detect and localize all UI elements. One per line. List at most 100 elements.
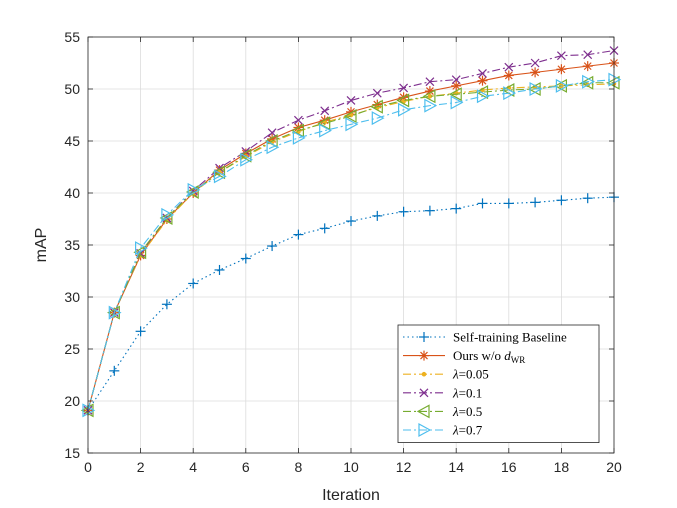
data-point	[451, 75, 461, 85]
data-point	[267, 241, 278, 252]
legend-marker	[419, 350, 429, 361]
x-tick-label: 20	[606, 459, 622, 475]
data-point	[213, 169, 227, 184]
legend-entry: λ=0.7	[403, 423, 483, 438]
data-point	[529, 81, 543, 97]
data-point	[504, 62, 514, 72]
data-point	[450, 95, 464, 110]
data-point	[346, 96, 356, 105]
legend-label-symbol: d	[504, 348, 511, 363]
data-point	[372, 210, 383, 221]
x-tick-label: 12	[396, 459, 412, 475]
data-point	[398, 102, 411, 117]
y-tick-label: 30	[64, 289, 80, 305]
data-point	[370, 99, 383, 114]
x-tick-label: 10	[343, 459, 359, 475]
data-point	[424, 205, 435, 216]
data-point	[371, 111, 385, 126]
data-point	[396, 93, 410, 108]
y-tick-label: 25	[64, 341, 80, 357]
legend-label-prefix: Ours w/o	[453, 348, 504, 363]
data-point	[477, 75, 488, 86]
data-point	[399, 83, 409, 93]
y-axis-label: mAP	[33, 228, 50, 263]
data-point	[240, 253, 251, 264]
data-point	[345, 117, 359, 132]
data-point	[240, 152, 254, 167]
legend-entry: λ=0.05	[403, 367, 489, 382]
legend-entry: λ=0.5	[403, 404, 482, 419]
y-tick-label: 15	[64, 445, 80, 461]
legend-label: Ours w/o dWR	[453, 348, 525, 365]
x-tick-label: 18	[554, 459, 570, 475]
y-tick-label: 45	[64, 133, 80, 149]
x-tick-label: 0	[84, 459, 92, 475]
data-point	[451, 203, 462, 214]
data-point	[293, 115, 303, 125]
legend-label: Self-training Baseline	[453, 330, 567, 345]
data-point	[291, 123, 304, 138]
x-tick-label: 16	[501, 459, 517, 475]
axis-ticks: 0 2 4 6 8 10 12 14 16 18 20 15 20 25 30 35 40 45 50 55	[64, 29, 622, 475]
data-point	[503, 86, 517, 101]
x-tick-label: 8	[295, 459, 303, 475]
data-point	[133, 245, 147, 260]
data-point	[109, 365, 120, 376]
data-point	[266, 140, 280, 155]
data-point	[187, 182, 201, 197]
data-point	[82, 403, 96, 418]
data-point	[556, 51, 566, 61]
x-tick-label: 6	[242, 459, 250, 475]
x-tick-label: 14	[448, 459, 464, 475]
data-point	[476, 89, 490, 104]
data-point	[319, 223, 330, 234]
legend-entry: Self-training Baseline	[403, 330, 567, 345]
data-point	[108, 305, 122, 320]
data-point	[320, 106, 330, 116]
data-point	[583, 50, 593, 60]
legend-label: λ=0.7	[452, 423, 483, 438]
series-0	[83, 192, 619, 416]
y-tick-label: 50	[64, 81, 80, 97]
data-point	[372, 88, 382, 98]
legend-entry: λ=0.1	[403, 385, 482, 400]
data-point	[161, 299, 172, 310]
legend-marker	[421, 371, 427, 377]
data-point	[292, 130, 306, 145]
data-point	[185, 184, 199, 199]
series-line	[87, 49, 615, 411]
data-point	[422, 89, 436, 104]
data-point	[319, 123, 332, 138]
data-point	[238, 148, 252, 163]
x-tick-label: 4	[189, 459, 197, 475]
data-point	[214, 264, 225, 275]
data-point	[530, 58, 540, 68]
data-point	[530, 67, 541, 78]
data-point	[161, 207, 175, 222]
data-point	[478, 68, 487, 78]
data-point	[398, 206, 409, 217]
data-point	[424, 98, 438, 113]
data-point	[346, 216, 356, 227]
series-line	[87, 79, 615, 411]
legend-label: λ=0.1	[452, 385, 482, 400]
data-point	[317, 116, 331, 131]
data-point	[212, 165, 226, 180]
data-point	[582, 74, 595, 89]
data-point	[530, 197, 541, 208]
legend-label: λ=0.5	[452, 404, 482, 419]
data-point	[556, 195, 567, 206]
legend-label-text: =0.1	[459, 385, 483, 400]
data-point	[451, 80, 462, 91]
x-axis-label: Iteration	[322, 487, 380, 504]
data-point	[503, 70, 514, 81]
legend-entry: Ours w/o dWR	[403, 348, 525, 365]
y-tick-label: 35	[64, 237, 80, 253]
x-tick-label: 2	[137, 459, 145, 475]
legend-label-subscript: WR	[511, 355, 526, 365]
series-5	[82, 72, 622, 418]
data-point	[608, 72, 622, 87]
legend-label-prefix: λ	[452, 385, 459, 400]
data-point	[582, 61, 593, 72]
